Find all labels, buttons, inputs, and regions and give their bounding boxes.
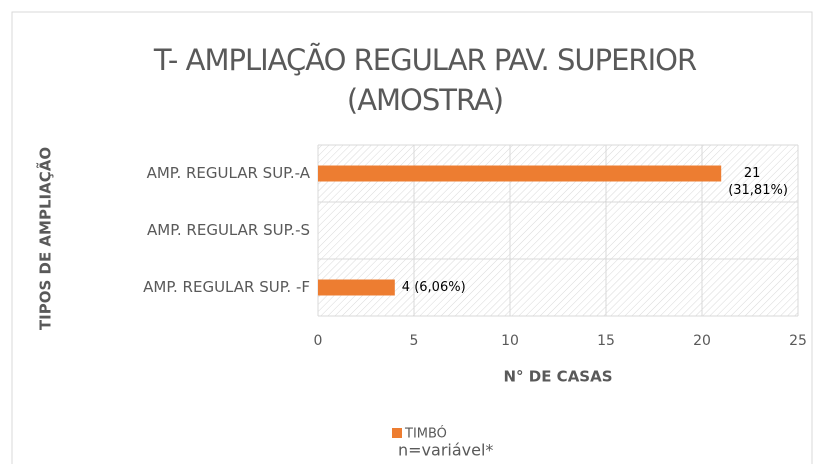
y-tick-label: AMP. REGULAR SUP.-A (147, 164, 311, 182)
y-axis-label: TIPOS DE AMPLIAÇÃO (36, 147, 55, 330)
chart-frame (11, 11, 813, 464)
x-tick-label: 15 (597, 333, 615, 349)
x-axis-label: N° DE CASAS (503, 368, 612, 386)
legend-label: TIMBÓ (404, 426, 447, 442)
bar (318, 165, 722, 182)
x-tick-label: 25 (789, 333, 807, 349)
x-tick-label: 20 (693, 333, 711, 349)
data-label: 4 (6,06%) (401, 279, 466, 295)
bar (318, 279, 395, 296)
data-label: 21 (31,81%) (728, 165, 788, 198)
legend-swatch (392, 428, 402, 438)
footnote: n=variável* (398, 441, 493, 460)
x-tick-label: 0 (314, 333, 323, 349)
x-tick-label: 5 (410, 333, 419, 349)
y-tick-label: AMP. REGULAR SUP. -F (143, 278, 310, 296)
chart-title: T- AMPLIAÇÃO REGULAR PAV. SUPERIOR (AMOS… (153, 43, 697, 117)
y-tick-label: AMP. REGULAR SUP.-S (147, 221, 310, 239)
x-tick-label: 10 (501, 333, 519, 349)
